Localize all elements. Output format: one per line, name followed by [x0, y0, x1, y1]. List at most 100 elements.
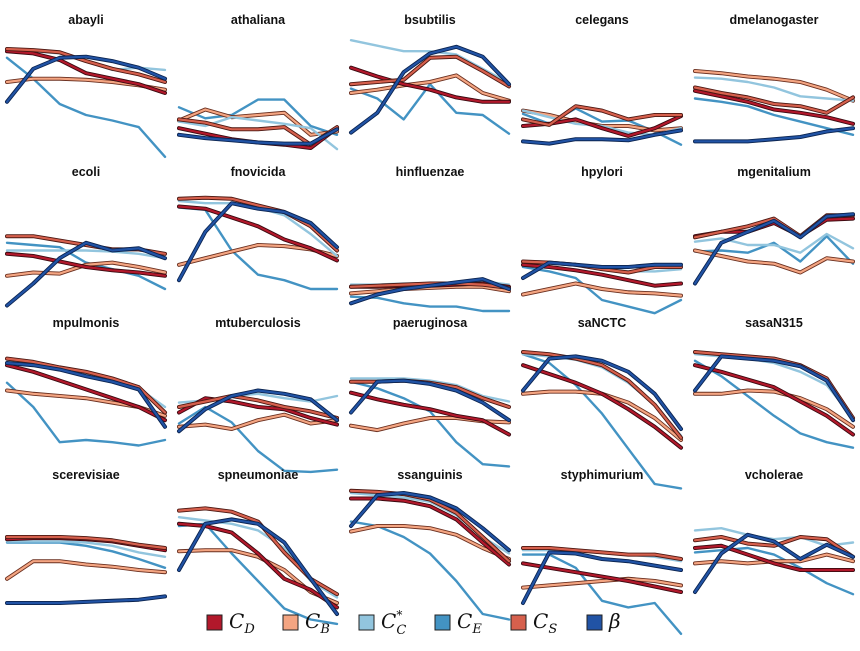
series-line	[349, 45, 511, 134]
series-beta	[5, 594, 167, 605]
panel-saNCTC: saNCTC	[521, 316, 683, 490]
series-beta	[693, 532, 855, 594]
series-line-outline	[693, 388, 855, 429]
series-CS	[177, 195, 339, 253]
series-CD	[177, 204, 339, 263]
series-line	[5, 595, 167, 605]
series-CB	[693, 552, 855, 566]
series-CB	[693, 248, 855, 275]
series-CB	[349, 524, 511, 561]
series-line	[693, 127, 855, 143]
series-CD	[177, 396, 339, 427]
series-line	[177, 202, 339, 282]
legend-subscript: B	[319, 622, 330, 637]
series-line	[693, 213, 855, 285]
series-CE	[349, 82, 511, 135]
panel-title: athaliana	[231, 13, 286, 27]
series-CS	[693, 85, 855, 115]
series-CS	[177, 394, 339, 420]
series-line	[177, 128, 339, 145]
panel-title: scerevisiae	[52, 468, 119, 482]
legend-swatch	[206, 614, 223, 631]
series-CE	[5, 381, 167, 447]
series-CB	[521, 576, 683, 590]
series-line-outline	[177, 517, 339, 616]
legend-label: CB	[305, 609, 330, 637]
series-line	[177, 205, 339, 262]
series-line	[693, 86, 855, 114]
series-CC	[5, 249, 167, 260]
series-line	[521, 265, 683, 315]
panel-bsubtilis: bsubtilis	[349, 13, 511, 135]
series-CC	[693, 232, 855, 254]
series-line	[693, 232, 855, 254]
series-line	[521, 353, 683, 490]
panel-sasaN315: sasaN315	[693, 316, 855, 449]
legend-subscript: D	[243, 622, 255, 637]
series-line	[521, 562, 683, 594]
series-line	[5, 381, 167, 447]
series-beta	[5, 361, 167, 429]
series-CD	[5, 49, 167, 95]
series-line	[5, 364, 167, 422]
series-line	[5, 47, 167, 84]
series-CE	[521, 265, 683, 315]
legend-item-beta: β	[586, 609, 621, 633]
series-CD	[521, 262, 683, 288]
series-line	[177, 394, 339, 420]
legend-item-CS: CS	[510, 609, 557, 637]
series-CB	[693, 69, 855, 103]
panel-styphimurium: styphimurium	[521, 468, 683, 635]
series-beta	[177, 517, 339, 616]
series-CS	[5, 47, 167, 84]
series-CE	[693, 359, 855, 449]
series-CS	[521, 546, 683, 561]
series-line-outline	[177, 548, 339, 605]
series-CB	[5, 260, 167, 278]
series-CB	[177, 412, 339, 431]
legend-symbol: β	[608, 609, 621, 633]
legend-symbol: C	[533, 609, 548, 633]
panel-title: celegans	[575, 13, 629, 27]
series-CD	[521, 363, 683, 450]
panel-title: ecoli	[72, 165, 101, 179]
series-CE	[349, 520, 511, 621]
series-CD	[349, 390, 511, 437]
series-beta	[5, 240, 167, 308]
series-beta	[349, 491, 511, 553]
legend-item-CC: C* C	[358, 608, 406, 638]
legend-label: C* C	[381, 608, 406, 638]
series-line	[349, 55, 511, 88]
series-line	[693, 97, 855, 137]
legend-subscript: E	[471, 622, 482, 637]
series-line	[521, 551, 683, 605]
series-line	[5, 357, 167, 414]
panel-athaliana: athaliana	[177, 13, 339, 151]
legend-swatch	[434, 614, 451, 631]
panel-fnovicida: fnovicida	[177, 165, 339, 291]
series-line	[521, 105, 683, 127]
panel-mpulmonis: mpulmonis	[5, 316, 167, 447]
series-CD	[349, 65, 511, 104]
series-CD	[5, 251, 167, 278]
series-beta	[693, 126, 855, 144]
series-CE	[693, 546, 855, 596]
series-line	[349, 377, 511, 403]
series-beta	[693, 212, 855, 286]
series-CB	[349, 284, 511, 296]
panel-title: hpylori	[581, 165, 623, 179]
series-CE	[349, 295, 511, 313]
legend-label: CE	[457, 609, 482, 637]
series-line-outline	[177, 201, 339, 283]
series-line	[5, 241, 167, 291]
panel-title: sasaN315	[745, 316, 803, 330]
series-beta	[349, 277, 511, 306]
series-line	[693, 355, 855, 422]
series-CB	[349, 73, 511, 103]
series-CE	[693, 234, 855, 265]
panel-mtuberculosis: mtuberculosis	[177, 316, 339, 474]
series-line	[693, 544, 855, 572]
panel-mgenitalium: mgenitalium	[693, 165, 855, 286]
legend-swatch	[586, 614, 603, 631]
